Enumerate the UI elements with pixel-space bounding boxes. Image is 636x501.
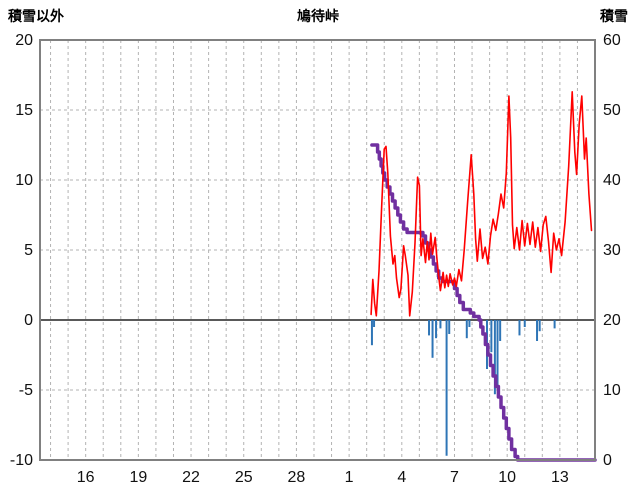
right-tick-label: 50 — [603, 102, 621, 119]
right-tick-label: 0 — [603, 452, 612, 469]
x-tick-label: 7 — [450, 469, 459, 486]
x-tick-label: 22 — [182, 469, 200, 486]
chart-title: 鳩待峠 — [297, 8, 339, 24]
x-tick-label: 4 — [397, 469, 406, 486]
left-tick-label: 10 — [15, 172, 33, 189]
left-tick-label: 5 — [24, 242, 33, 259]
right-tick-label: 30 — [603, 242, 621, 259]
left-tick-label: 15 — [15, 102, 33, 119]
right-tick-label: 20 — [603, 312, 621, 329]
x-tick-label: 13 — [551, 469, 569, 486]
x-tick-label: 28 — [288, 469, 306, 486]
left-tick-label: -5 — [19, 382, 33, 399]
left-axis-title: 積雪以外 — [8, 8, 64, 24]
right-tick-label: 10 — [603, 382, 621, 399]
right-tick-label: 40 — [603, 172, 621, 189]
x-tick-label: 10 — [498, 469, 516, 486]
left-tick-label: 0 — [24, 312, 33, 329]
left-tick-label: 20 — [15, 32, 33, 49]
x-tick-label: 19 — [129, 469, 147, 486]
x-tick-label: 16 — [77, 469, 95, 486]
x-tick-label: 25 — [235, 469, 253, 486]
x-tick-label: 1 — [345, 469, 354, 486]
plot-frame — [39, 39, 596, 461]
right-axis-title: 積雪 — [600, 8, 628, 24]
right-tick-label: 60 — [603, 32, 621, 49]
red_line — [370, 91, 593, 317]
left-tick-label: -10 — [10, 452, 33, 469]
